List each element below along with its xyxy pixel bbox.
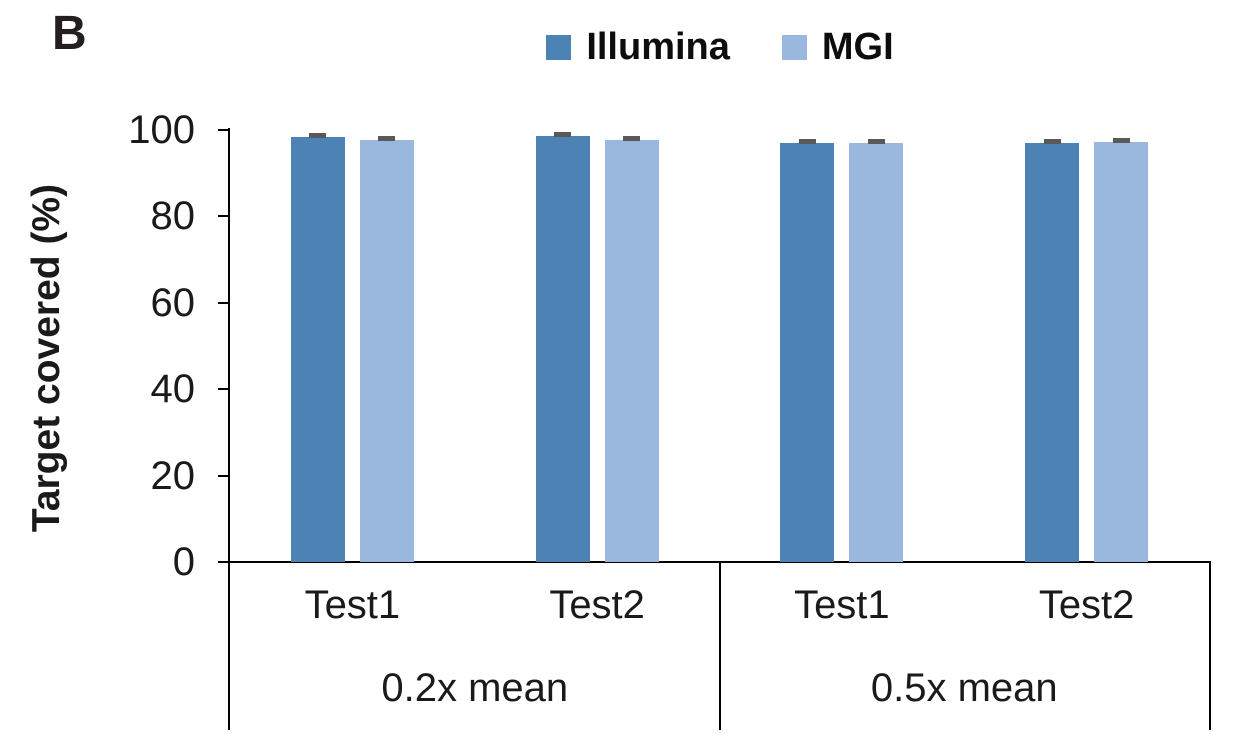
y-tick-mark bbox=[218, 215, 230, 218]
legend-item-illumina: Illumina bbox=[546, 26, 730, 69]
y-tick-label: 100 bbox=[128, 108, 195, 152]
legend-swatch-illumina bbox=[546, 35, 572, 60]
bar-illumina-test1-g0 bbox=[290, 136, 345, 562]
legend: Illumina MGI bbox=[230, 26, 1210, 69]
category-right-border bbox=[1209, 561, 1211, 730]
legend-item-mgi: MGI bbox=[781, 26, 894, 69]
error-bar-cap bbox=[378, 135, 396, 141]
panel-label: B bbox=[52, 7, 87, 60]
bar-illumina-test2-g1 bbox=[535, 136, 590, 562]
error-bar-cap bbox=[1043, 139, 1061, 145]
y-axis-title: Target covered (%) bbox=[25, 183, 68, 533]
legend-swatch-mgi bbox=[781, 35, 807, 60]
category-label-test2-g1: Test2 bbox=[549, 583, 645, 627]
category-label-test2-g3: Test2 bbox=[1038, 583, 1135, 627]
error-bar-cap bbox=[554, 132, 572, 138]
bar-mgi-test1-g0 bbox=[359, 139, 414, 562]
error-bar-cap bbox=[623, 135, 641, 141]
category-label-test1-g0: Test1 bbox=[304, 583, 401, 627]
error-bar-cap bbox=[867, 139, 885, 145]
bar-mgi-test2-g1 bbox=[604, 139, 659, 562]
y-tick-label: 20 bbox=[150, 453, 196, 498]
y-tick-mark bbox=[218, 474, 230, 477]
supergroup-label-0-2x-mean: 0.2x mean bbox=[381, 666, 569, 710]
y-tick-label: 60 bbox=[150, 280, 196, 325]
y-tick-label: 0 bbox=[172, 540, 195, 584]
error-bar-cap bbox=[309, 132, 327, 138]
bar-mgi-test2-g3 bbox=[1094, 141, 1149, 562]
y-axis-line bbox=[228, 128, 230, 730]
category-divider-line bbox=[719, 561, 721, 730]
supergroup-label-0-5x-mean: 0.5x mean bbox=[870, 666, 1058, 710]
error-bar-cap bbox=[798, 139, 816, 145]
y-tick-label: 80 bbox=[150, 194, 196, 239]
y-tick-label: 40 bbox=[150, 367, 196, 412]
bar-illumina-test1-g2 bbox=[780, 143, 835, 562]
legend-label-illumina: Illumina bbox=[586, 26, 730, 68]
bar-mgi-test1-g2 bbox=[849, 143, 904, 562]
y-tick-mark bbox=[218, 301, 230, 304]
bar-illumina-test2-g3 bbox=[1025, 143, 1080, 562]
y-tick-mark bbox=[218, 561, 230, 563]
y-tick-mark bbox=[218, 388, 230, 391]
y-tick-mark bbox=[218, 129, 230, 131]
error-bar-cap bbox=[1112, 137, 1130, 143]
category-label-test1-g2: Test1 bbox=[794, 583, 890, 627]
legend-label-mgi: MGI bbox=[821, 26, 894, 68]
